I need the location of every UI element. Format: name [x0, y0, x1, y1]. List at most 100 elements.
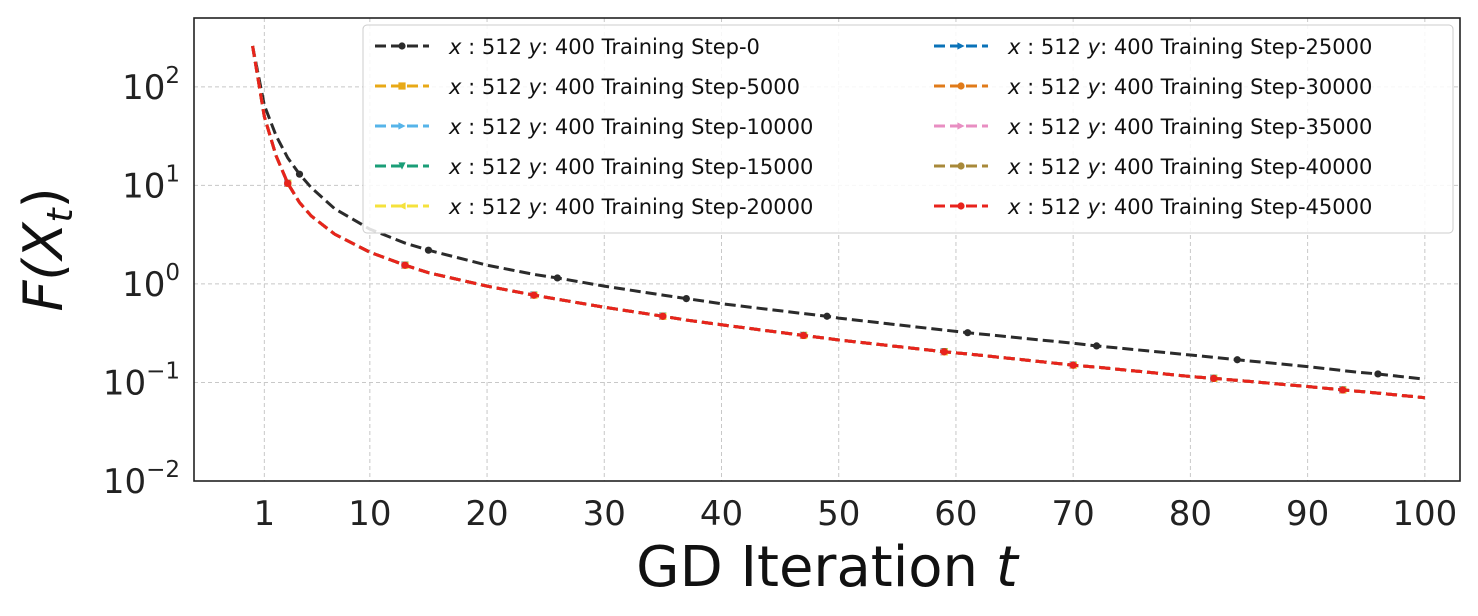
- y-axis-title-close: ): [12, 187, 75, 208]
- legend-label: x : 512 y: 400 Training Step-20000: [448, 195, 813, 219]
- legend-x-sep: :: [461, 195, 481, 219]
- data-point: [424, 246, 433, 254]
- legend-swatch-marker: [957, 122, 965, 130]
- legend-y-val: 400: [1114, 35, 1161, 59]
- legend-entry: x : 512 y: 400 Training Step-15000: [375, 155, 813, 179]
- legend-x-var: x: [448, 115, 462, 139]
- data-point: [799, 331, 808, 340]
- x-axis-title-main: GD Iteration: [636, 535, 978, 600]
- y-tick-label: 10−1: [103, 358, 180, 403]
- legend-label: x : 512 y: 400 Training Step-25000: [1007, 35, 1372, 59]
- legend-series-name: Training Step-5000: [601, 75, 800, 99]
- legend: x : 512 y: 400 Training Step-0 x : 512 y:…: [362, 24, 1454, 234]
- legend-y-sep: :: [1100, 155, 1114, 179]
- y-tick-label: 10−2: [103, 457, 180, 502]
- legend-entry: x : 512 y: 400 Training Step-5000: [375, 75, 800, 99]
- legend-x-val: 512: [482, 75, 529, 99]
- legend-y-var: y: [528, 35, 542, 59]
- legend-swatch-marker: [398, 42, 406, 50]
- legend-x-val: 512: [1041, 75, 1088, 99]
- data-point: [682, 294, 690, 303]
- y-tick-label: 100: [122, 260, 180, 305]
- y-tick-exponent: −1: [146, 358, 180, 384]
- x-tick-label: 20: [465, 494, 508, 534]
- legend-y-sep: :: [541, 115, 555, 139]
- y-tick-exponent: 0: [165, 260, 180, 286]
- data-point: [401, 261, 409, 269]
- legend-y-sep: :: [541, 195, 555, 219]
- x-tick-label: 1: [254, 494, 276, 534]
- y-axis-title-sub: t: [40, 207, 81, 223]
- series-line: [251, 45, 1425, 400]
- legend-entry: x : 512 y: 400 Training Step-45000: [934, 195, 1372, 219]
- data-point: [1374, 370, 1382, 378]
- legend-x-val: 512: [482, 195, 529, 219]
- legend-label: x : 512 y: 400 Training Step-15000: [448, 155, 813, 179]
- y-axis-title: F(Xt): [12, 187, 81, 311]
- y-tick-base: 10: [122, 265, 165, 305]
- legend-label: x : 512 y: 400 Training Step-10000: [448, 115, 813, 139]
- legend-y-val: 400: [555, 115, 602, 139]
- data-point: [1210, 374, 1218, 382]
- legend-swatch-marker: [398, 162, 406, 170]
- data-point: [964, 329, 972, 337]
- legend-series-name: Training Step-35000: [1160, 115, 1373, 139]
- legend-series-name: Training Step-45000: [1160, 195, 1373, 219]
- legend-series-name: Training Step-15000: [601, 155, 814, 179]
- legend-y-val: 400: [555, 195, 602, 219]
- data-point: [1339, 386, 1347, 394]
- x-tick-label: 10: [348, 494, 391, 534]
- x-axis-title-var: t: [996, 535, 1020, 600]
- legend-y-var: y: [528, 155, 542, 179]
- legend-entry: x : 512 y: 400 Training Step-20000: [375, 195, 813, 219]
- x-tick-label: 70: [1052, 494, 1095, 534]
- x-axis-ticks: 1 10 20 30 40 50 60 70 80 90 100: [254, 494, 1458, 534]
- y-tick-exponent: −2: [146, 457, 180, 483]
- legend-swatch-marker: [398, 122, 406, 130]
- legend-y-sep: :: [1100, 35, 1114, 59]
- y-tick-base: 10: [122, 68, 165, 108]
- x-tick-label: 60: [934, 494, 977, 534]
- legend-entry: x : 512 y: 400 Training Step-35000: [934, 115, 1372, 139]
- x-axis-title: GD Iteration t: [636, 535, 1020, 600]
- legend-y-var: y: [1087, 35, 1101, 59]
- legend-x-sep: :: [461, 75, 481, 99]
- legend-series-name: Training Step-0: [601, 35, 760, 59]
- x-tick-label: 30: [583, 494, 626, 534]
- legend-x-val: 512: [482, 115, 529, 139]
- series-training-step-45000: [251, 45, 1425, 400]
- legend-x-sep: :: [461, 115, 481, 139]
- legend-label: x : 512 y: 400 Training Step-40000: [1007, 155, 1372, 179]
- legend-x-sep: :: [461, 155, 481, 179]
- legend-x-sep: :: [1020, 75, 1040, 99]
- legend-x-val: 512: [1041, 195, 1088, 219]
- data-point: [659, 312, 667, 320]
- legend-swatch-marker: [398, 202, 406, 210]
- legend-label: x : 512 y: 400 Training Step-30000: [1007, 75, 1372, 99]
- legend-y-sep: :: [1100, 115, 1114, 139]
- legend-x-sep: :: [1020, 35, 1040, 59]
- legend-x-var: x: [1007, 155, 1021, 179]
- legend-y-val: 400: [1114, 155, 1161, 179]
- legend-y-var: y: [1087, 155, 1101, 179]
- legend-x-var: x: [448, 195, 462, 219]
- data-point: [1093, 342, 1101, 350]
- legend-y-sep: :: [541, 75, 555, 99]
- legend-y-val: 400: [1114, 75, 1161, 99]
- legend-entry: x : 512 y: 400 Training Step-25000: [934, 35, 1372, 59]
- data-point: [1069, 361, 1077, 369]
- legend-series-name: Training Step-40000: [1160, 155, 1373, 179]
- series-line: [251, 45, 1425, 381]
- series-training-step-0: [251, 45, 1425, 381]
- legend-box: [362, 24, 1454, 234]
- legend-entry: x : 512 y: 400 Training Step-30000: [934, 75, 1372, 99]
- legend-swatch-marker: [957, 202, 965, 210]
- legend-x-var: x: [1007, 35, 1021, 59]
- legend-y-val: 400: [1114, 195, 1161, 219]
- data-point: [295, 170, 304, 178]
- legend-entry: x : 512 y: 400 Training Step-40000: [934, 155, 1372, 179]
- legend-x-val: 512: [482, 35, 529, 59]
- legend-y-val: 400: [1114, 115, 1161, 139]
